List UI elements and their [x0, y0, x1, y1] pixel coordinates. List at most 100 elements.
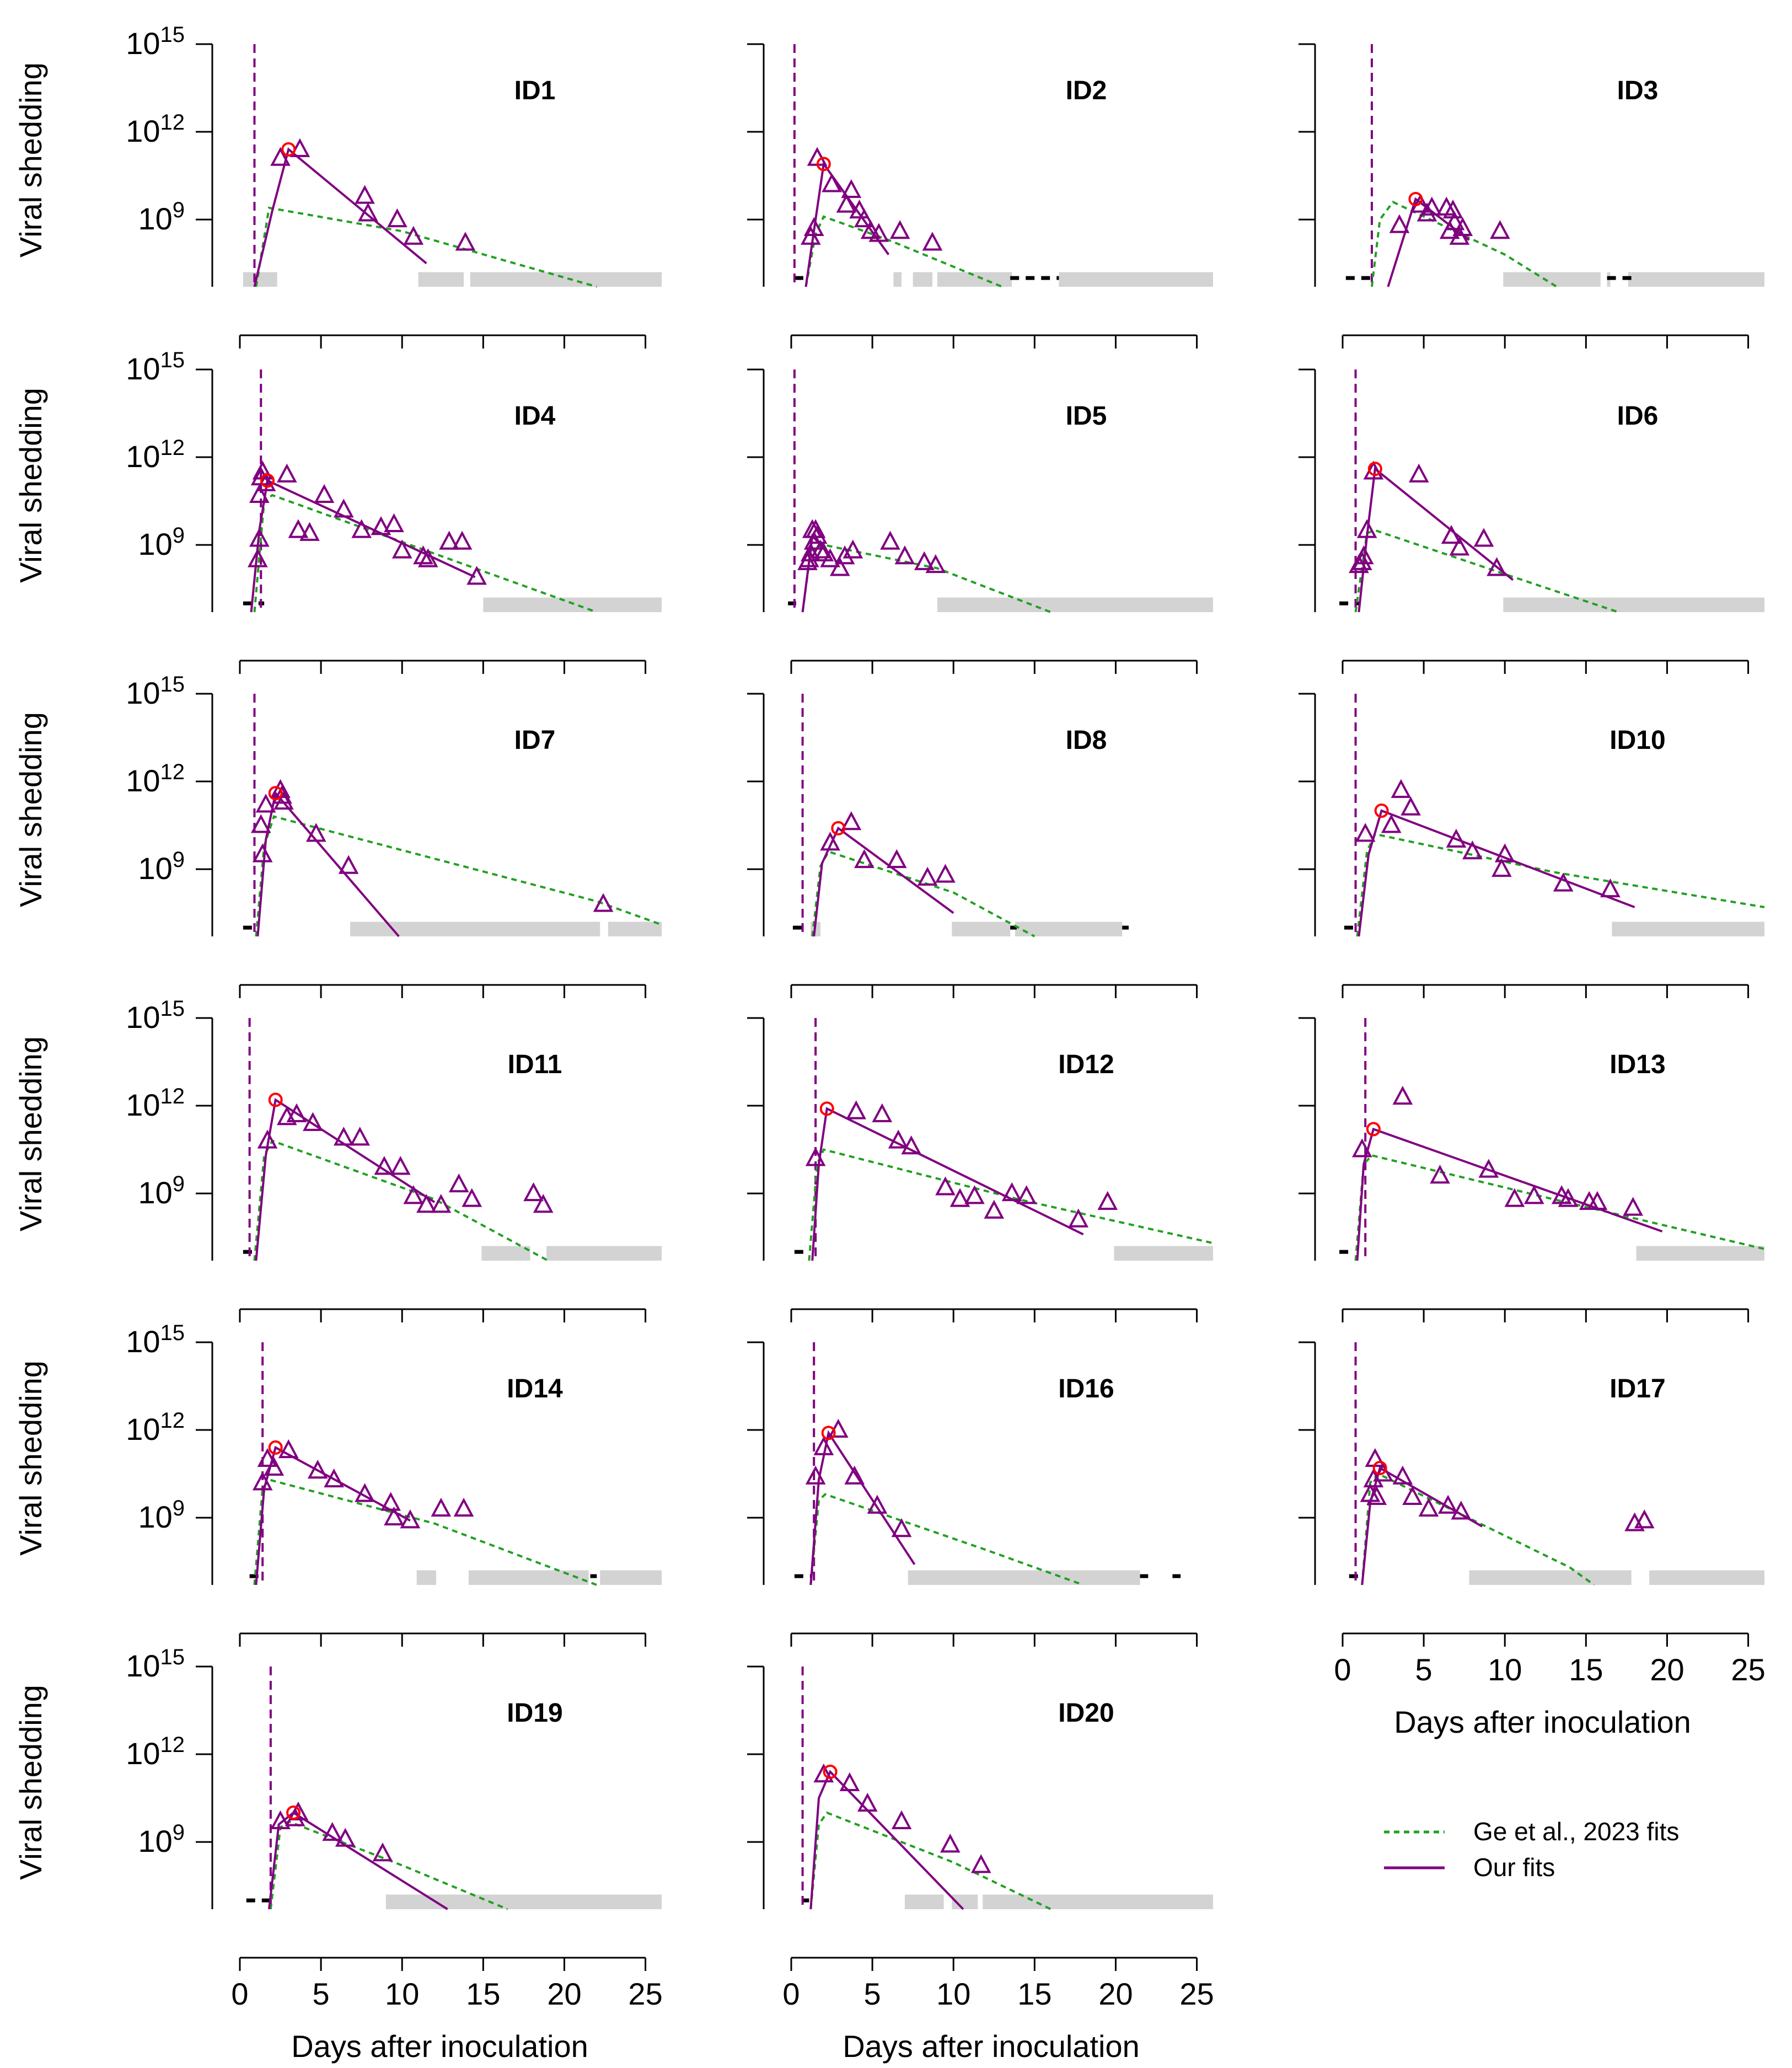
our-fit-line: [811, 1107, 1084, 1261]
data-point: [249, 528, 270, 547]
data-point: [834, 545, 855, 565]
data-point: [462, 1188, 482, 1207]
panel-id8: ID8: [747, 693, 1198, 998]
peak-marker: [1374, 803, 1389, 818]
peak-marker: [823, 1764, 838, 1779]
x-axis-label: Days after inoculation: [843, 2029, 1140, 2064]
grey-band: [937, 597, 1213, 612]
data-point: [355, 185, 375, 204]
ge-fit-line: [809, 1493, 1084, 1586]
panel-id-label: ID3: [1617, 76, 1659, 105]
grey-band: [904, 1894, 944, 1909]
panel-id7: ID7 1015 1012 109 Viral shedding: [13, 672, 662, 998]
y-tick-label: 109: [138, 848, 185, 886]
y-tick-label: 1012: [126, 436, 185, 474]
data-point: [984, 1199, 1005, 1219]
data-point: [1452, 217, 1473, 236]
grey-band: [243, 272, 277, 287]
x-tick-label: 25: [1731, 1652, 1765, 1687]
data-point: [391, 539, 412, 559]
y-tick-label: 1015: [126, 23, 185, 61]
x-axis-label: Days after inoculation: [291, 2029, 588, 2064]
data-point: [1381, 814, 1402, 833]
data-point: [1462, 840, 1483, 860]
y-tick-label: 109: [138, 198, 185, 236]
data-point: [380, 1492, 401, 1511]
data-point: [813, 1763, 834, 1783]
data-point: [1355, 823, 1376, 842]
our-fit-line: [256, 790, 400, 937]
panel-id-label: ID20: [1058, 1699, 1114, 1728]
grey-band: [1503, 597, 1764, 612]
data-point: [868, 223, 889, 242]
grey-band: [952, 922, 1011, 936]
data-point: [1417, 202, 1437, 222]
panel-id-label: ID16: [1058, 1374, 1114, 1403]
data-point: [371, 516, 391, 535]
peak-marker: [1367, 462, 1382, 476]
ge-fit-line: [255, 815, 662, 937]
data-point: [272, 785, 292, 804]
panel-id-label: ID10: [1609, 726, 1665, 755]
our-fit-line: [255, 1098, 436, 1261]
data-point: [270, 1810, 291, 1829]
data-point: [1587, 1191, 1608, 1210]
data-point: [448, 1173, 469, 1193]
data-point: [1001, 1182, 1022, 1202]
grey-band: [1636, 1246, 1764, 1261]
data-point: [860, 220, 881, 239]
data-point: [1016, 1185, 1037, 1204]
data-point: [854, 849, 874, 869]
our-fit-line: [1358, 467, 1514, 613]
data-point: [844, 1465, 865, 1485]
y-tick-label: 1012: [126, 1408, 185, 1446]
panel-id-label: ID11: [508, 1050, 562, 1079]
panel-id-label: ID1: [514, 76, 556, 105]
data-point: [1418, 1497, 1439, 1517]
panel-id4: ID4 1015 1012 109 Viral shedding: [13, 348, 662, 674]
grey-band: [893, 272, 902, 287]
our-fit-line: [250, 479, 476, 613]
data-point: [250, 814, 271, 833]
data-point: [872, 1103, 893, 1122]
data-point: [914, 551, 935, 570]
data-point: [1437, 1494, 1458, 1514]
data-point: [846, 1100, 867, 1119]
data-point: [964, 1185, 985, 1204]
data-point: [1366, 1486, 1387, 1505]
data-point: [455, 232, 476, 251]
legend: Ge et al., 2023 fits Our fits: [1384, 1817, 1679, 1882]
data-point: [849, 199, 870, 219]
x-tick-label: 5: [313, 1976, 330, 2011]
grey-band: [600, 1570, 662, 1585]
panel-id-label: ID8: [1066, 726, 1107, 755]
data-point: [813, 542, 834, 561]
ge-fit-line: [255, 206, 597, 288]
peak-marker: [286, 1806, 301, 1820]
panel-id-label: ID19: [507, 1699, 562, 1728]
grey-band: [908, 1570, 1140, 1585]
x-tick-label: 5: [864, 1976, 881, 2011]
data-point: [839, 1772, 860, 1792]
data-point: [1392, 1085, 1413, 1105]
panel-id3: ID3: [1299, 43, 1764, 349]
data-point: [891, 1810, 912, 1829]
grey-band: [1649, 1570, 1764, 1585]
data-point: [249, 484, 270, 503]
data-point: [431, 1497, 452, 1517]
grey-band: [468, 1570, 589, 1585]
panel-id16: ID16: [747, 1341, 1198, 1647]
data-point: [333, 499, 354, 518]
x-tick-label: 20: [1098, 1976, 1133, 2011]
x-tick-label: 0: [1334, 1652, 1351, 1687]
panel-id-label: ID2: [1066, 76, 1107, 105]
y-axis-label: Viral shedding: [13, 712, 48, 907]
data-point: [805, 1465, 826, 1485]
y-axis-label: Viral shedding: [13, 388, 48, 583]
ge-fit-line: [1370, 200, 1558, 288]
x-axis-label: Days after inoculation: [1394, 1705, 1691, 1739]
panel-id-label: ID7: [514, 726, 556, 755]
data-point: [286, 1103, 307, 1122]
